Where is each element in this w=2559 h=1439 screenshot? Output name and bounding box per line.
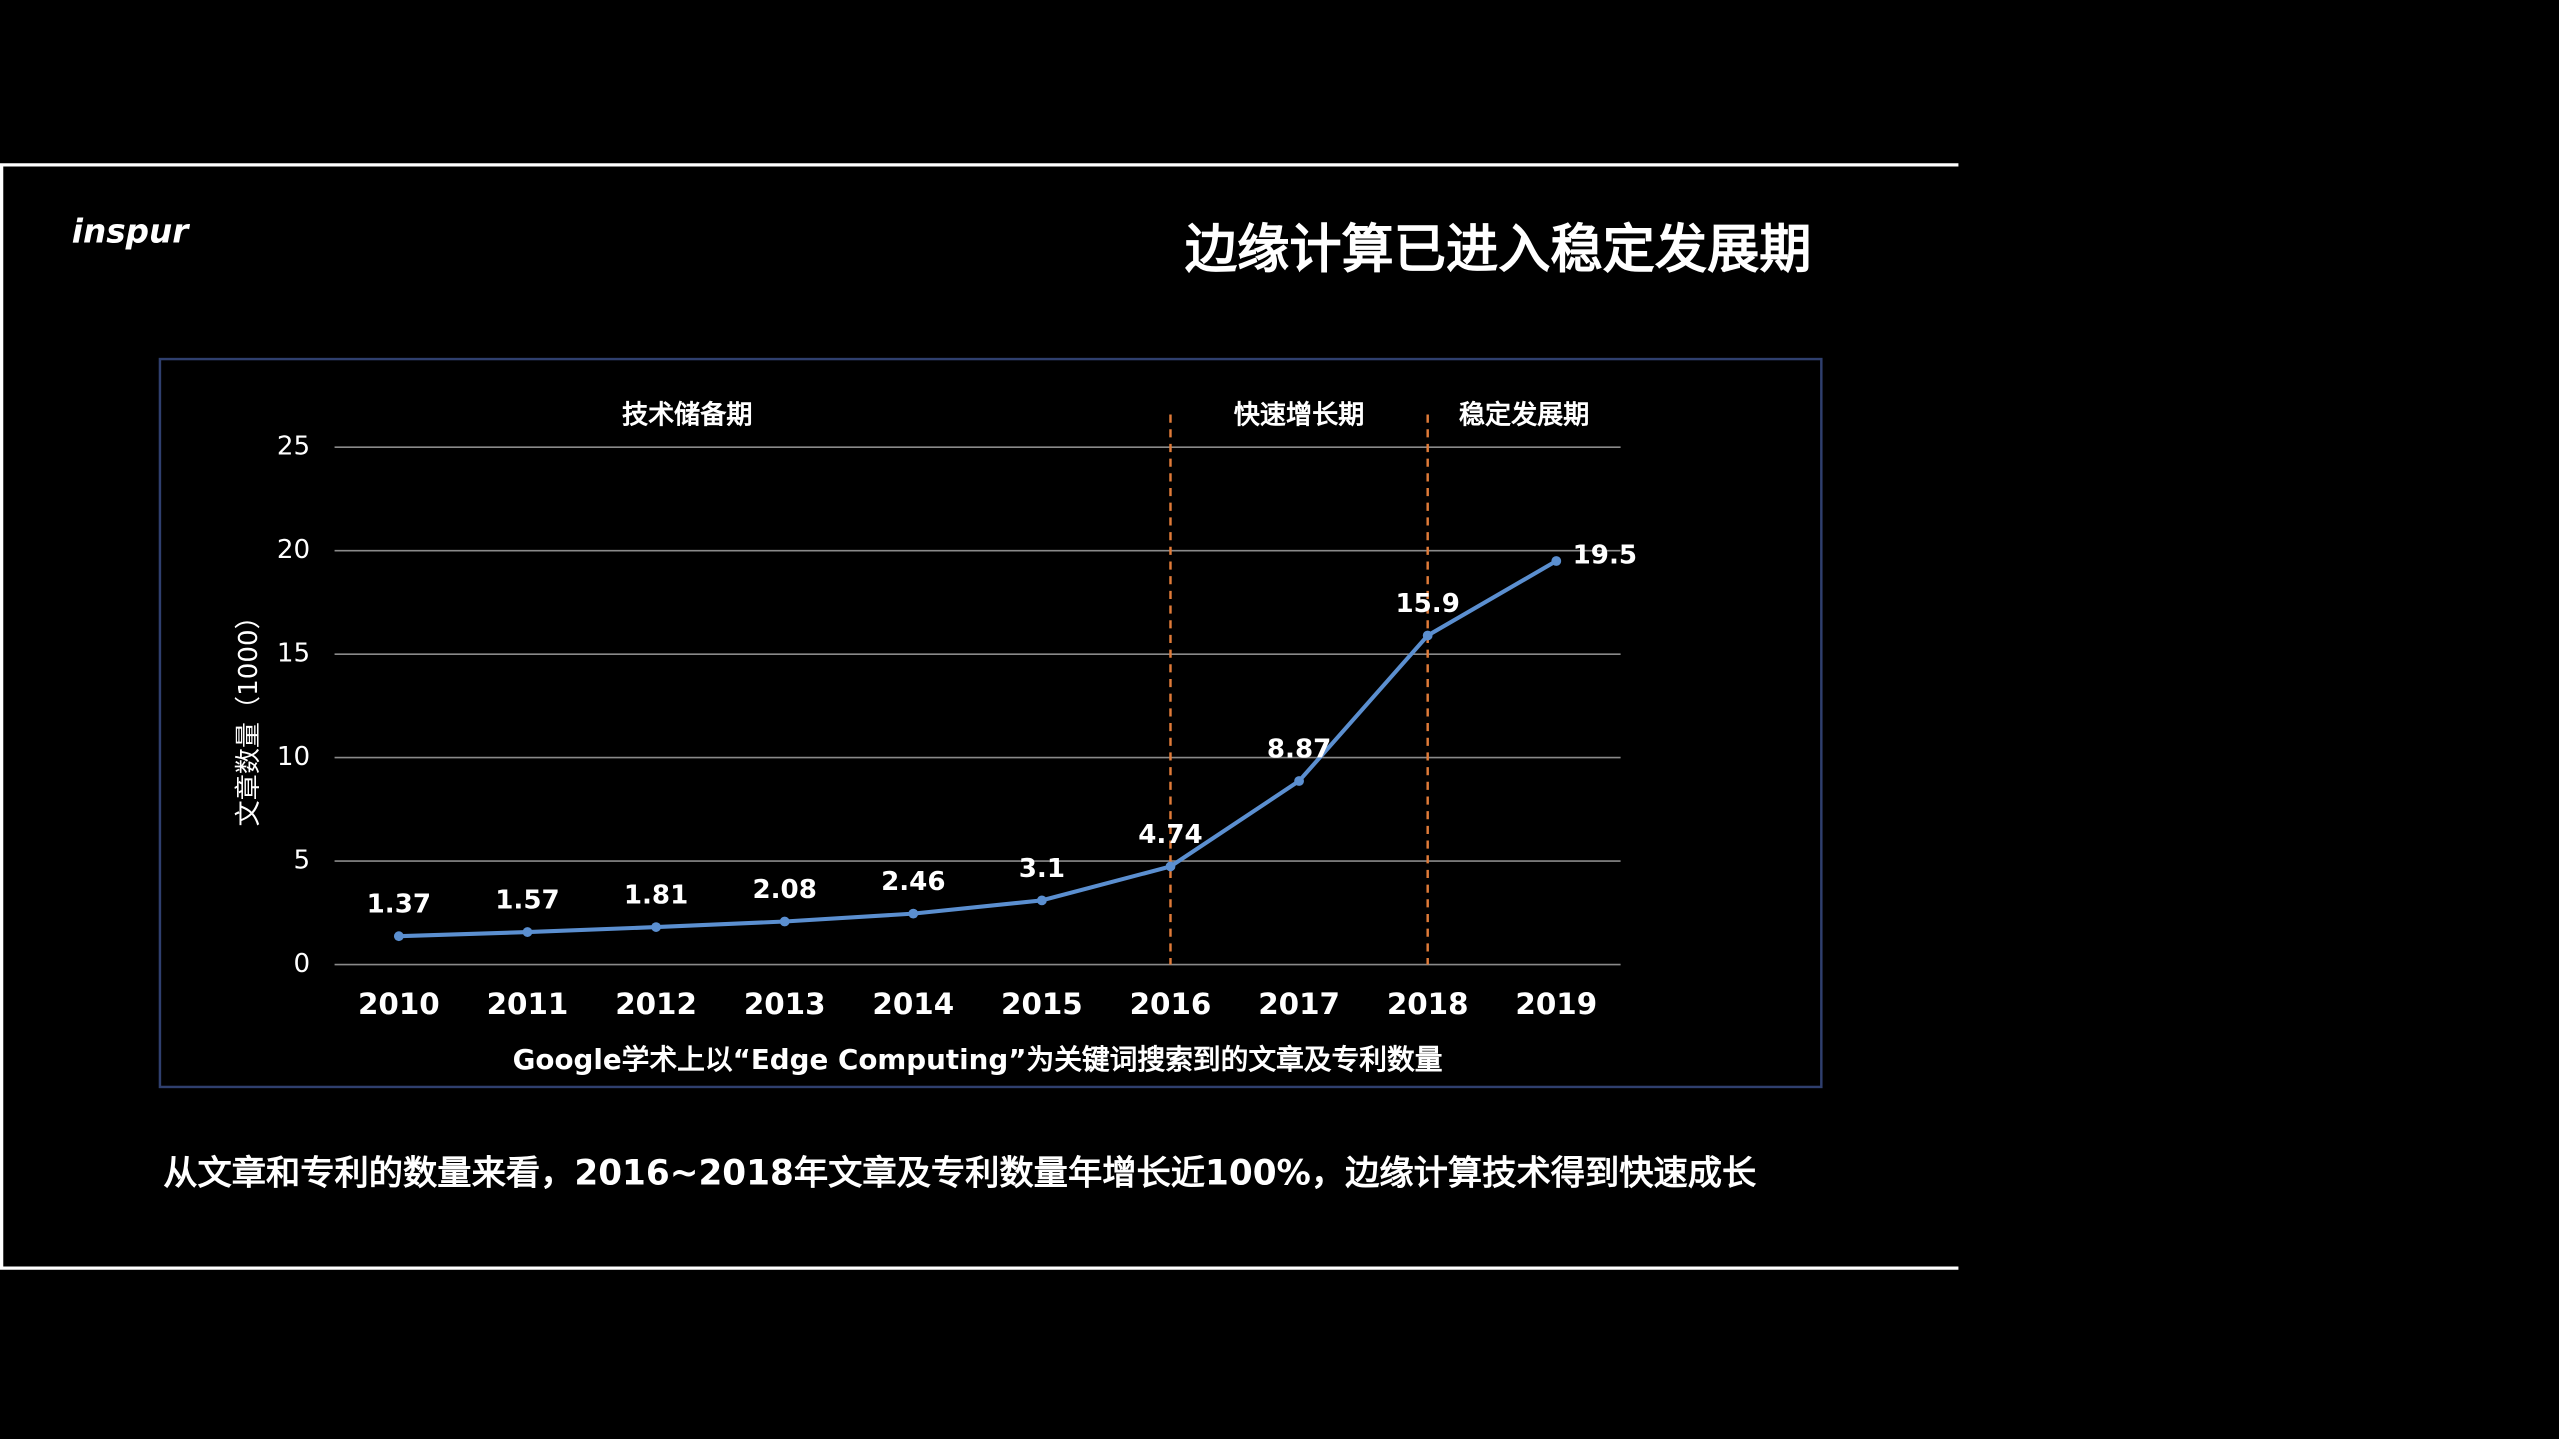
point	[1422, 630, 1433, 641]
phase-label: 快速增长期	[1234, 400, 1365, 431]
slide-frame	[0, 163, 1959, 1270]
point	[522, 927, 533, 937]
data-label: 15.9	[1395, 589, 1459, 619]
x-tick-label: 2016	[1130, 987, 1212, 1021]
y-tick-label: 25	[277, 432, 310, 462]
phase-label: 稳定发展期	[1459, 400, 1590, 431]
y-axis-label: 文章数量（1000）	[234, 603, 264, 826]
point	[1036, 895, 1047, 906]
data-label: 19.5	[1573, 541, 1637, 571]
x-tick-label: 2019	[1515, 987, 1597, 1021]
x-tick-label: 2018	[1387, 987, 1469, 1021]
point	[393, 931, 404, 942]
point	[908, 908, 919, 919]
logo: inspur	[72, 212, 190, 250]
data-label: 1.37	[367, 890, 431, 920]
point	[1551, 556, 1562, 566]
y-tick-label: 0	[293, 949, 310, 979]
data-label: 1.81	[624, 881, 688, 911]
x-axis-label: Google学术上以“Edge Computing”为关键词搜索到的文章及专利数…	[513, 1043, 1443, 1076]
caption: 从文章和专利的数量来看，2016~2018年文章及专利数量年增长近100%，边缘…	[163, 1154, 1757, 1194]
point	[1165, 861, 1176, 872]
x-tick-label: 2011	[487, 987, 569, 1021]
x-tick-label: 2017	[1258, 987, 1340, 1021]
phase-label: 技术储备期	[622, 400, 753, 431]
data-label: 8.87	[1267, 734, 1331, 764]
y-tick-label: 10	[277, 742, 310, 772]
x-tick-label: 2014	[872, 987, 954, 1021]
point	[651, 922, 661, 932]
data-label: 2.08	[752, 875, 816, 905]
slide-title: 边缘计算已进入稳定发展期	[1185, 220, 1812, 280]
data-label: 3.1	[1019, 854, 1065, 884]
line	[398, 559, 1558, 939]
x-tick-label: 2012	[615, 987, 697, 1021]
x-tick-label: 2013	[744, 987, 826, 1021]
y-tick-label: 15	[277, 639, 310, 669]
chart-frame	[158, 357, 1823, 1089]
data-label: 4.74	[1138, 820, 1202, 850]
data-label: 2.46	[881, 867, 945, 897]
point	[1294, 776, 1304, 786]
point	[779, 916, 790, 927]
data-label: 1.57	[495, 886, 559, 916]
x-tick-label: 2010	[358, 987, 440, 1021]
y-tick-label: 20	[277, 535, 310, 565]
y-tick-label: 5	[293, 846, 310, 876]
x-tick-label: 2015	[1001, 987, 1083, 1021]
